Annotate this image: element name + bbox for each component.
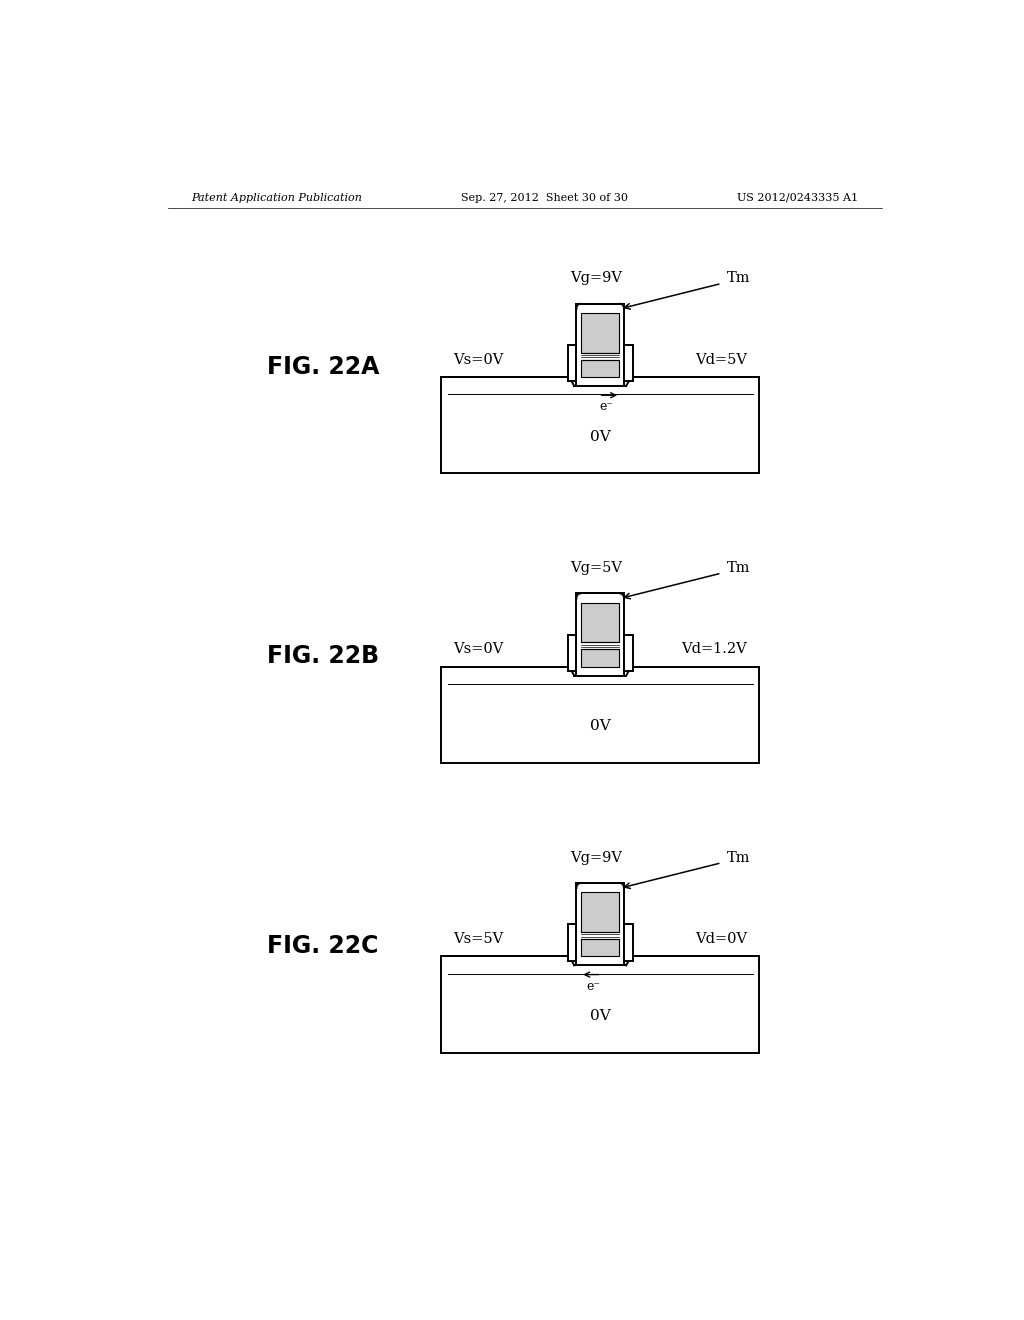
Bar bbox=[582, 313, 620, 352]
Bar bbox=[441, 956, 759, 1053]
Bar bbox=[577, 304, 624, 385]
Text: 0V: 0V bbox=[590, 430, 610, 444]
Text: Sep. 27, 2012  Sheet 30 of 30: Sep. 27, 2012 Sheet 30 of 30 bbox=[461, 193, 629, 203]
Bar bbox=[582, 649, 620, 667]
Text: FIG. 22C: FIG. 22C bbox=[267, 935, 378, 958]
Text: Vd=0V: Vd=0V bbox=[695, 932, 746, 946]
Text: Vg=5V: Vg=5V bbox=[570, 561, 623, 576]
Bar bbox=[441, 667, 759, 763]
Text: Vs=0V: Vs=0V bbox=[454, 643, 504, 656]
Bar bbox=[577, 594, 624, 676]
Text: Vd=5V: Vd=5V bbox=[695, 352, 746, 367]
Text: Tm: Tm bbox=[727, 850, 751, 865]
Bar bbox=[624, 345, 633, 381]
Text: e⁻: e⁻ bbox=[587, 979, 601, 993]
Text: US 2012/0243335 A1: US 2012/0243335 A1 bbox=[737, 193, 858, 203]
Text: Vd=1.2V: Vd=1.2V bbox=[681, 643, 746, 656]
Bar bbox=[567, 345, 577, 381]
Text: Patent Application Publication: Patent Application Publication bbox=[191, 193, 362, 203]
Text: Vg=9V: Vg=9V bbox=[570, 851, 623, 865]
Bar bbox=[582, 602, 620, 643]
Bar bbox=[577, 883, 624, 965]
Bar bbox=[582, 892, 620, 932]
Text: FIG. 22A: FIG. 22A bbox=[267, 355, 379, 379]
Text: Tm: Tm bbox=[727, 272, 751, 285]
Text: Vs=0V: Vs=0V bbox=[454, 352, 504, 367]
Bar bbox=[582, 939, 620, 956]
Bar bbox=[624, 635, 633, 671]
Text: Vs=5V: Vs=5V bbox=[454, 932, 504, 946]
Text: e⁻: e⁻ bbox=[599, 400, 613, 413]
Text: Vg=9V: Vg=9V bbox=[570, 272, 623, 285]
Bar bbox=[567, 924, 577, 961]
Text: FIG. 22B: FIG. 22B bbox=[267, 644, 379, 668]
Bar bbox=[582, 359, 620, 378]
Text: 0V: 0V bbox=[590, 1008, 610, 1023]
Text: 0V: 0V bbox=[590, 719, 610, 734]
Bar bbox=[624, 924, 633, 961]
Bar bbox=[441, 378, 759, 474]
Bar bbox=[567, 635, 577, 671]
Text: Tm: Tm bbox=[727, 561, 751, 576]
